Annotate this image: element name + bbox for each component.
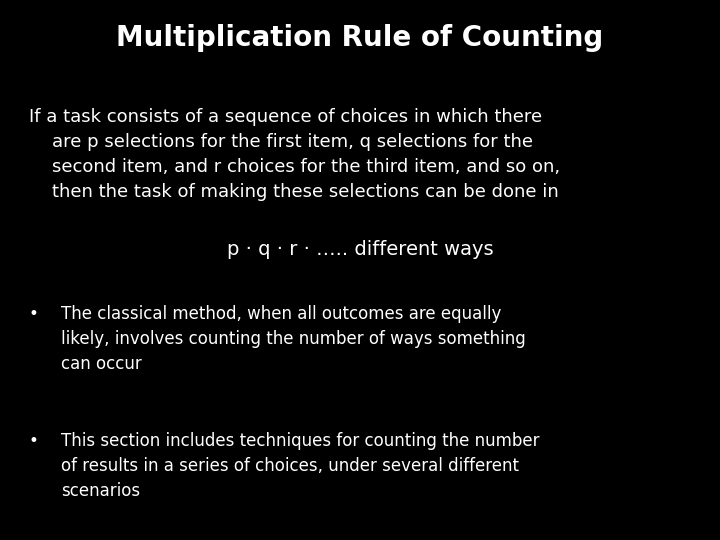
Text: The classical method, when all outcomes are equally
likely, involves counting th: The classical method, when all outcomes … — [61, 305, 526, 373]
Text: This section includes techniques for counting the number
of results in a series : This section includes techniques for cou… — [61, 432, 540, 500]
Text: •: • — [29, 432, 39, 450]
Text: If a task consists of a sequence of choices in which there
    are p selections : If a task consists of a sequence of choi… — [29, 108, 560, 201]
Text: p · q · r · ….. different ways: p · q · r · ….. different ways — [227, 240, 493, 259]
Text: •: • — [29, 305, 39, 323]
Text: Multiplication Rule of Counting: Multiplication Rule of Counting — [117, 24, 603, 52]
